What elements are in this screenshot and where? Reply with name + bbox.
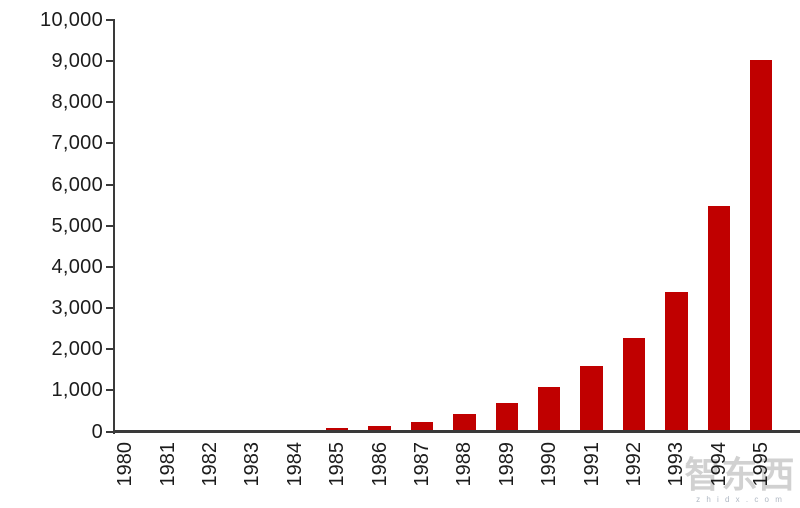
- y-axis-tick-label: 7,000: [51, 132, 103, 155]
- x-axis-tick-label: 1995: [750, 442, 773, 487]
- bar: [707, 205, 731, 432]
- x-axis-tick-label: 1986: [368, 442, 391, 487]
- x-axis-tick-label: 1987: [411, 442, 433, 487]
- y-axis-tick-label: 2,000: [51, 338, 103, 361]
- y-axis-tick: [105, 19, 115, 21]
- bar: [622, 337, 646, 432]
- y-axis-tick: [105, 183, 115, 186]
- y-axis-tick: [105, 430, 115, 433]
- y-axis-tick-label: 8,000: [51, 91, 103, 114]
- x-axis-tick-label: 1980: [114, 442, 137, 487]
- bar: [580, 366, 603, 432]
- bar: [325, 427, 349, 432]
- x-axis-tick-label: 1990: [538, 442, 561, 487]
- y-axis-tick: [105, 307, 115, 310]
- y-axis-tick-label: 1,000: [51, 379, 103, 402]
- watermark-url-text: z h i d x . c o m: [696, 495, 784, 504]
- bar: [665, 291, 688, 432]
- y-axis-tick: [105, 60, 115, 63]
- x-axis-tick-label: 1992: [623, 442, 645, 487]
- x-axis-tick-label: 1991: [580, 442, 603, 487]
- x-axis-tick-label: 1993: [665, 442, 688, 487]
- bar: [495, 402, 519, 432]
- x-axis-tick-label: 1994: [707, 442, 730, 487]
- x-axis-tick-label: 1989: [495, 442, 518, 487]
- y-axis-tick: [105, 265, 115, 268]
- bar: [368, 425, 391, 432]
- bar: [410, 421, 434, 432]
- bar: [453, 414, 476, 432]
- y-axis-tick-label: 10,000: [40, 9, 103, 31]
- y-axis-tick: [105, 224, 115, 227]
- y-axis-tick: [105, 142, 115, 145]
- x-axis-tick-label: 1985: [326, 442, 349, 487]
- bar: [749, 59, 773, 432]
- bar: [537, 387, 561, 432]
- y-axis-tick-label: 3,000: [51, 297, 103, 320]
- x-axis-tick-label: 1988: [453, 442, 476, 487]
- y-axis-tick-label: 5,000: [51, 214, 103, 237]
- x-axis-line: [112, 430, 800, 433]
- y-axis-tick: [105, 389, 115, 392]
- y-axis-tick-label: 6,000: [51, 173, 103, 196]
- watermark: 智东西 z h i d x . c o m: [681, 454, 799, 505]
- x-axis-tick-label: 1984: [283, 442, 306, 487]
- x-axis-tick-label: 1983: [241, 442, 264, 487]
- x-axis-tick-label: 1982: [199, 442, 221, 487]
- y-axis-tick: [105, 101, 115, 104]
- y-axis-tick-label: 4,000: [51, 255, 103, 278]
- y-axis-tick-label: 0: [91, 420, 103, 443]
- y-axis-tick: [105, 348, 115, 351]
- x-axis-tick-label: 1981: [156, 442, 179, 487]
- y-axis-tick-label: 9,000: [51, 50, 103, 73]
- watermark-brand-text: 智东西: [684, 454, 796, 495]
